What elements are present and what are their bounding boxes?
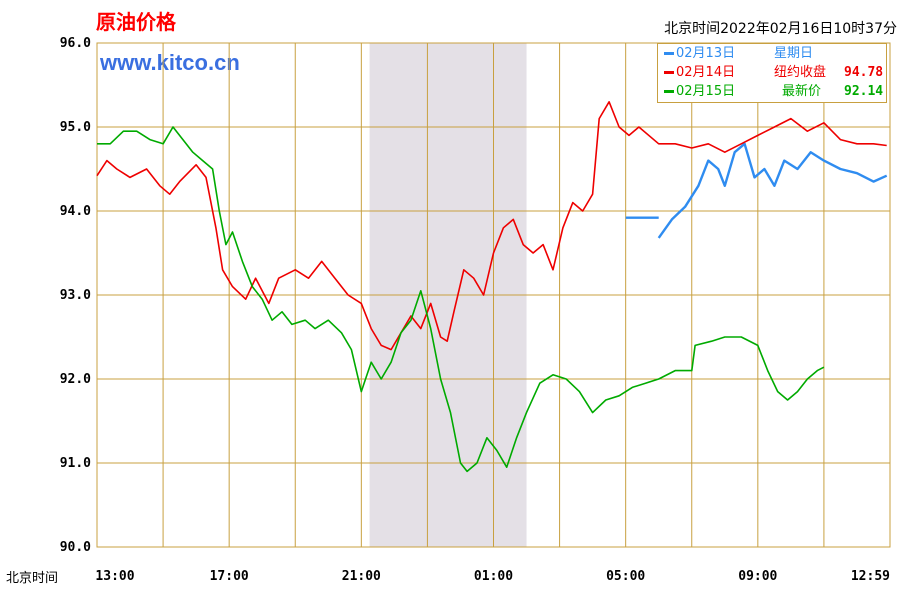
timestamp: 北京时间2022年02月16日10时37分	[664, 21, 897, 37]
x-tick-label: 13:00	[95, 569, 134, 584]
legend-note: 最新价	[782, 84, 822, 99]
x-tick-label: 09:00	[738, 569, 777, 584]
series-line-02月13日	[625, 142, 888, 239]
legend-value: 92.14	[844, 84, 884, 99]
y-tick-label: 95.0	[60, 120, 91, 135]
chart-title: 原油价格	[96, 10, 176, 34]
legend-note: 纽约收盘	[774, 65, 827, 80]
y-tick-label: 90.0	[60, 540, 91, 555]
legend-date: 02月13日	[676, 46, 736, 61]
legend-note: 星期日	[774, 46, 814, 61]
x-tick-label: 12:59	[851, 569, 890, 584]
legend-row-0214: 02月14日 纽约收盘 94.78	[664, 64, 883, 82]
series-line-02月14日	[96, 101, 887, 351]
y-tick-label: 91.0	[60, 456, 91, 471]
legend-value: 94.78	[844, 65, 884, 80]
legend-row-0213: 02月13日 星期日	[664, 45, 813, 63]
legend-date: 02月15日	[676, 84, 736, 99]
y-tick-label: 92.0	[60, 372, 91, 387]
legend-row-0215: 02月15日 最新价 92.14	[664, 83, 883, 101]
y-tick-label: 96.0	[60, 36, 91, 51]
x-tick-label: 17:00	[210, 569, 249, 584]
y-tick-label: 93.0	[60, 288, 91, 303]
series-line-02月15日	[97, 126, 825, 473]
legend-swatch	[664, 52, 674, 55]
legend-date: 02月14日	[676, 65, 736, 80]
legend-swatch	[664, 71, 674, 74]
legend: 02月13日 星期日 02月14日 纽约收盘 94.78 02月15日 最新价 …	[657, 43, 887, 103]
legend-swatch	[664, 90, 674, 93]
y-tick-label: 94.0	[60, 204, 91, 219]
x-tick-label: 01:00	[474, 569, 513, 584]
x-tick-label: 21:00	[342, 569, 381, 584]
x-tick-label: 05:00	[606, 569, 645, 584]
x-axis-prefix: 北京时间	[6, 571, 59, 586]
site-url[interactable]: www.kitco.cn	[100, 50, 240, 75]
